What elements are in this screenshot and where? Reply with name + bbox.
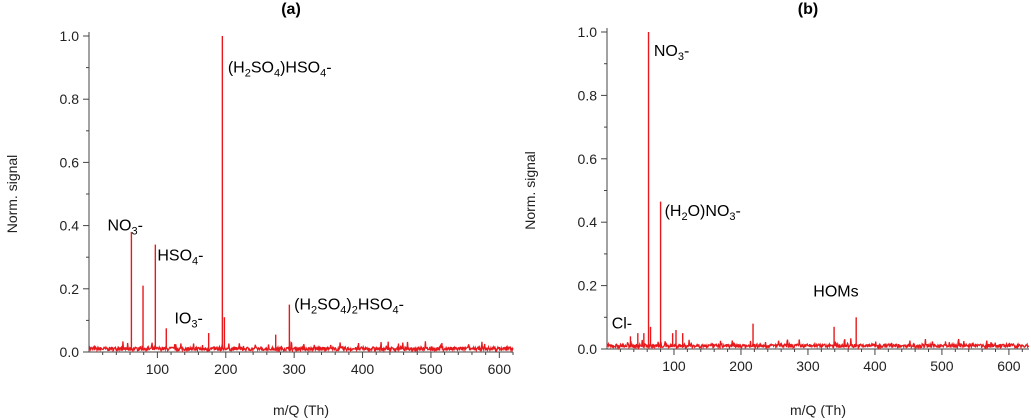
y-tick-label: 0.6 — [60, 154, 80, 170]
x-tick-label: 100 — [662, 358, 686, 374]
y-tick-label: 1.0 — [578, 24, 598, 40]
x-tick-label: 600 — [997, 358, 1021, 374]
annotation-nitrate: NO3- — [107, 217, 142, 237]
x-tick-label: 300 — [796, 358, 820, 374]
y-tick-label: 0.8 — [60, 91, 80, 107]
panel-a: 0.0 0.2 0.4 0.6 0.8 1.0 100 200 300 400 500 600 m/Q … — [4, 1, 514, 418]
y-tick-label: 0.2 — [60, 281, 80, 297]
annotation-homs: HOMs — [813, 284, 858, 301]
spectrum-baseline — [88, 341, 514, 354]
y-tick-label: 0.0 — [578, 341, 598, 357]
x-axis-label: m/Q (Th) — [790, 402, 846, 418]
y-tick-label: 0.4 — [60, 218, 80, 234]
x-tick-label: 400 — [351, 361, 375, 377]
y-tick-label: 0.8 — [578, 87, 598, 103]
panel-b: 0.0 0.2 0.4 0.6 0.8 1.0 100 200 300 400 500 600 m/Q … — [522, 1, 1029, 418]
x-tick-label: 400 — [863, 358, 887, 374]
x-axis-label: m/Q (Th) — [273, 402, 329, 418]
y-tick-label: 0.4 — [578, 214, 598, 230]
panel-title: (b) — [798, 1, 818, 18]
x-tick-label: 600 — [488, 361, 512, 377]
annotation-bisulfate: HSO4- — [157, 247, 203, 267]
spectrum-baseline — [606, 338, 1029, 351]
y-tick-label: 0.0 — [60, 344, 80, 360]
annotation-iodate: IO3- — [174, 311, 202, 331]
y-tick-label: 0.2 — [578, 278, 598, 294]
annotation-chloride: Cl- — [612, 315, 632, 332]
y-axis-label: Norm. signal — [522, 151, 538, 230]
annotation-sulfuric-trimer: (H2SO4)2HSO4- — [294, 296, 404, 316]
x-tick-label: 500 — [930, 358, 954, 374]
x-tick-label: 300 — [282, 361, 306, 377]
panel-title: (a) — [281, 1, 301, 18]
x-tick-label: 500 — [419, 361, 443, 377]
x-tick-label: 100 — [146, 361, 170, 377]
y-tick-label: 0.6 — [578, 151, 598, 167]
annotation-nitrate: NO3- — [654, 43, 689, 63]
x-tick-label: 200 — [214, 361, 238, 377]
y-tick-label: 1.0 — [60, 28, 80, 44]
annotation-hydrated-nitrate: (H2O)NO3- — [665, 203, 741, 223]
annotation-sulfuric-dimer: (H2SO4)HSO4- — [228, 59, 332, 79]
y-axis-label: Norm. signal — [4, 155, 20, 234]
x-tick-label: 200 — [729, 358, 753, 374]
